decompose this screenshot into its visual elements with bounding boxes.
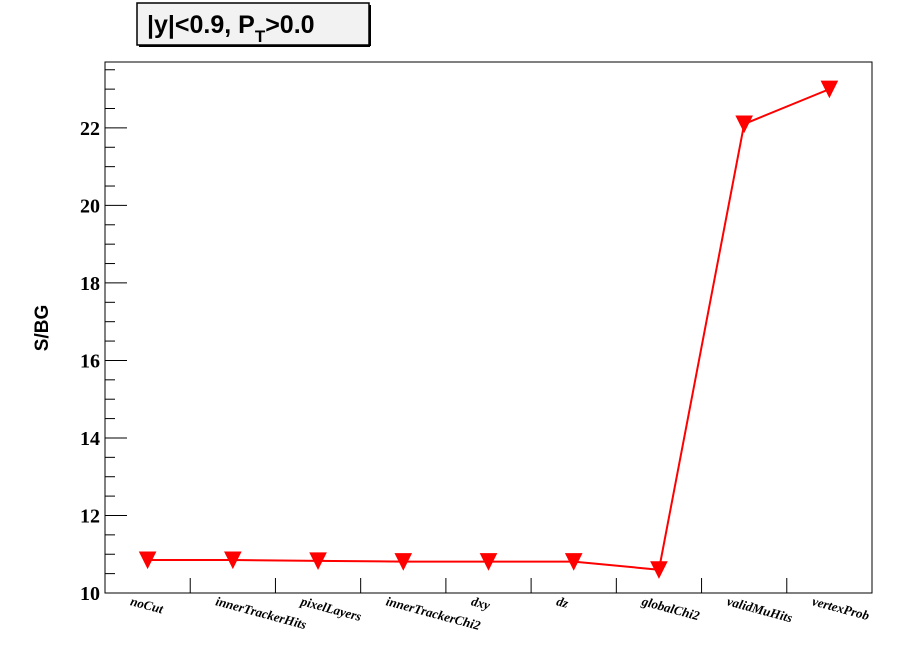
- y-axis-label: S/BG: [32, 305, 53, 351]
- series-layer: [138, 80, 839, 579]
- x-category-label: globalChi2: [639, 593, 702, 623]
- y-axis: 10 12 14 16 18 20 22: [80, 69, 127, 605]
- x-category-label: dz: [555, 593, 571, 611]
- y-tick-label: 10: [80, 583, 100, 605]
- data-point-marker: [394, 553, 413, 571]
- chart-title-suffix: >0.0: [265, 11, 314, 39]
- x-category-label: noCut: [129, 593, 165, 616]
- chart-title-main: |y|<0.9, P: [147, 11, 255, 39]
- data-point-marker: [820, 80, 839, 99]
- title-box-frame: [136, 2, 370, 46]
- data-point-marker: [735, 115, 753, 134]
- data-point-marker: [138, 551, 157, 570]
- y-tick-label: 14: [80, 428, 100, 450]
- x-category-label: innerTrackerHits: [214, 593, 308, 632]
- data-point-marker: [224, 551, 242, 570]
- plot-frame: [104, 61, 873, 594]
- series-line: [147, 88, 830, 571]
- x-category-label: pixelLayers: [298, 593, 363, 624]
- chart-title: |y|<0.9, PT>0.0: [147, 11, 315, 46]
- data-point-marker: [479, 553, 498, 571]
- data-point-marker: [650, 561, 668, 579]
- y-tick-label: 12: [80, 505, 100, 527]
- title-box: |y|<0.9, PT>0.0: [136, 2, 371, 47]
- data-point-marker: [309, 552, 327, 570]
- x-category-label: vertexProb: [811, 593, 872, 623]
- y-tick-label: 22: [80, 118, 100, 140]
- x-category-label: validMuHits: [725, 593, 794, 625]
- x-category-label: innerTrackerChi2: [385, 593, 483, 633]
- data-point-marker: [564, 553, 583, 571]
- chart-title-subscript: T: [255, 27, 266, 46]
- x-category-label: dxy: [470, 593, 492, 612]
- y-tick-label: 20: [80, 195, 100, 217]
- y-tick-label: 18: [80, 273, 100, 295]
- y-tick-label: 16: [80, 350, 100, 372]
